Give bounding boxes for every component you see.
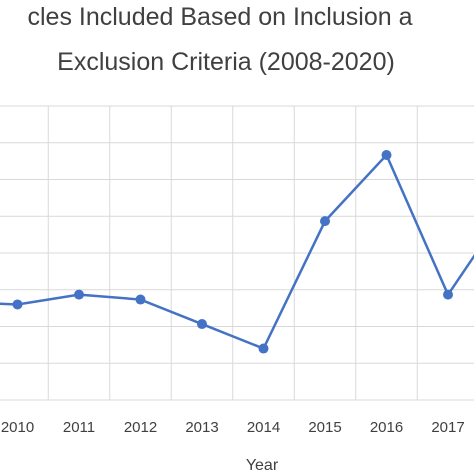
data-point-2017	[443, 289, 453, 300]
series-line	[0, 152, 474, 351]
data-points	[12, 150, 453, 354]
x-tick-label-2016: 2016	[370, 419, 403, 436]
x-tick-label-2014: 2014	[247, 419, 280, 436]
x-tick-label-2015: 2015	[308, 419, 341, 436]
x-tick-labels: 2010 2011 2012 2013 2014 2015 2016 2017	[1, 419, 465, 436]
x-tick-label-2012: 2012	[124, 419, 157, 436]
data-point-2015	[320, 216, 330, 227]
data-point-2011	[74, 289, 84, 300]
chart-title-line-2: Exclusion Criteria (2008-2020)	[57, 48, 395, 76]
x-axis-title: Year	[246, 457, 279, 474]
chart-title-line-1: cles Included Based on Inclusion a	[28, 3, 413, 31]
data-point-2012	[135, 294, 146, 305]
data-point-2016	[381, 150, 392, 160]
data-point-2013	[197, 319, 207, 330]
x-tick-label-2011: 2011	[63, 419, 95, 436]
data-point-2014	[258, 343, 269, 354]
gridlines	[0, 105, 474, 401]
data-point-2010	[12, 299, 23, 310]
x-tick-label-2017: 2017	[431, 419, 464, 436]
chart-title: cles Included Based on Inclusion a Exclu…	[28, 3, 413, 76]
series-polyline	[0, 152, 474, 351]
x-tick-label-2013: 2013	[185, 419, 218, 436]
x-tick-label-2010: 2010	[1, 419, 34, 436]
